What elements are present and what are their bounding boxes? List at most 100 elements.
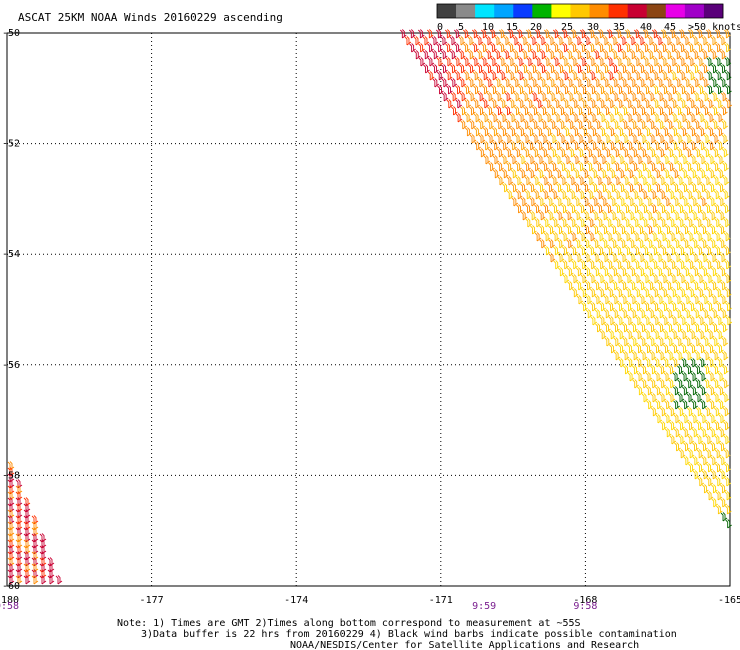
wind-barb: [693, 309, 701, 319]
wind-barb: [721, 134, 729, 144]
wind-barb: [641, 190, 649, 200]
wind-barb: [647, 50, 655, 60]
wind-barb: [699, 127, 706, 137]
wind-barb: [650, 190, 658, 200]
wind-barb: [631, 134, 639, 144]
wind-barb: [638, 253, 646, 263]
wind-barb: [549, 64, 556, 74]
wind-barb: [584, 239, 592, 249]
lon-label: -171: [429, 595, 453, 606]
wind-barb: [636, 169, 644, 179]
wind-barb: [527, 113, 535, 123]
wind-barb: [550, 120, 558, 130]
wind-barb: [720, 281, 727, 291]
wind-barb: [687, 232, 695, 242]
wind-barb: [654, 141, 661, 151]
wind-barb: [606, 218, 614, 228]
wind-barb: [582, 141, 589, 151]
wind-barb: [697, 29, 704, 39]
wind-barb: [597, 218, 605, 228]
wind-barb: [668, 365, 675, 375]
wind-barb: [607, 57, 615, 67]
wind-barb: [599, 330, 607, 340]
wind-barb: [579, 218, 587, 228]
wind-barb: [688, 43, 695, 53]
wind-barb: [432, 78, 440, 88]
wind-barb: [607, 71, 615, 81]
wind-barb: [704, 190, 712, 200]
wind-barb: [725, 302, 732, 312]
wind-barb: [534, 204, 541, 214]
wind-barb: [701, 239, 709, 249]
wind-barb: [571, 57, 579, 67]
wind-barb: [699, 358, 707, 368]
wind-barb: [626, 316, 634, 326]
wind-barb: [657, 295, 665, 305]
wind-barb: [553, 246, 560, 256]
wind-barb: [543, 204, 550, 214]
wind-barb: [722, 379, 729, 389]
wind-barb: [697, 246, 704, 256]
wind-barb: [616, 260, 623, 270]
wind-barb: [536, 113, 544, 123]
wind-barb: [531, 78, 539, 88]
wind-barb: [670, 274, 678, 284]
wind-barb: [562, 274, 570, 284]
wind-barb: [601, 183, 608, 193]
wind-barb: [710, 225, 717, 235]
wind-barb: [624, 218, 632, 228]
lon-label: -174: [284, 595, 308, 606]
wind-barb: [558, 64, 565, 74]
wind-barb: [713, 148, 720, 158]
wind-barb: [612, 92, 620, 102]
wind-barb: [626, 113, 634, 123]
wind-barb: [611, 253, 619, 263]
wind-barb: [627, 155, 635, 165]
wind-barb: [614, 162, 621, 172]
wind-barb: [701, 253, 709, 263]
wind-barb: [618, 155, 626, 165]
wind-barb: [546, 127, 553, 137]
wind-barb: [652, 288, 660, 298]
wind-barb: [708, 358, 716, 368]
wind-barb: [618, 169, 626, 179]
wind-barb: [490, 43, 497, 53]
wind-barb: [512, 36, 520, 46]
wind-barb: [596, 148, 603, 158]
wind-barb: [681, 344, 688, 354]
wind-barb: [510, 155, 518, 165]
wind-barb: [698, 330, 706, 340]
wind-barb: [697, 463, 704, 473]
wind-barb: [640, 351, 648, 361]
wind-barb: [664, 386, 671, 396]
wind-barb: [539, 239, 547, 249]
wind-barb: [658, 120, 666, 130]
wind-barb: [663, 169, 671, 179]
wind-barb: [506, 190, 514, 200]
wind-barb: [712, 351, 720, 361]
wind-barb: [558, 78, 566, 88]
wind-barb: [643, 288, 651, 298]
wind-barb: [696, 435, 704, 445]
wind-barb: [622, 351, 630, 361]
wind-barb: [711, 92, 719, 102]
wind-barb: [720, 267, 727, 277]
wind-barb: [724, 57, 732, 67]
wind-barb: [628, 183, 635, 193]
wind-barb: [557, 50, 565, 60]
wind-barb: [715, 260, 722, 270]
wind-barb: [518, 99, 526, 109]
wind-barb: [552, 218, 560, 228]
wind-barb: [607, 43, 614, 53]
wind-barb: [423, 64, 430, 74]
wind-barb: [585, 295, 593, 305]
wind-barb: [683, 239, 691, 249]
wind-barb: [657, 267, 664, 277]
wind-barb: [644, 316, 652, 326]
wind-barb: [572, 99, 580, 109]
wind-barb: [636, 141, 643, 151]
wind-barb: [566, 50, 574, 60]
wind-barb: [643, 260, 650, 270]
wind-barb: [504, 92, 512, 102]
wind-barb: [491, 85, 498, 95]
